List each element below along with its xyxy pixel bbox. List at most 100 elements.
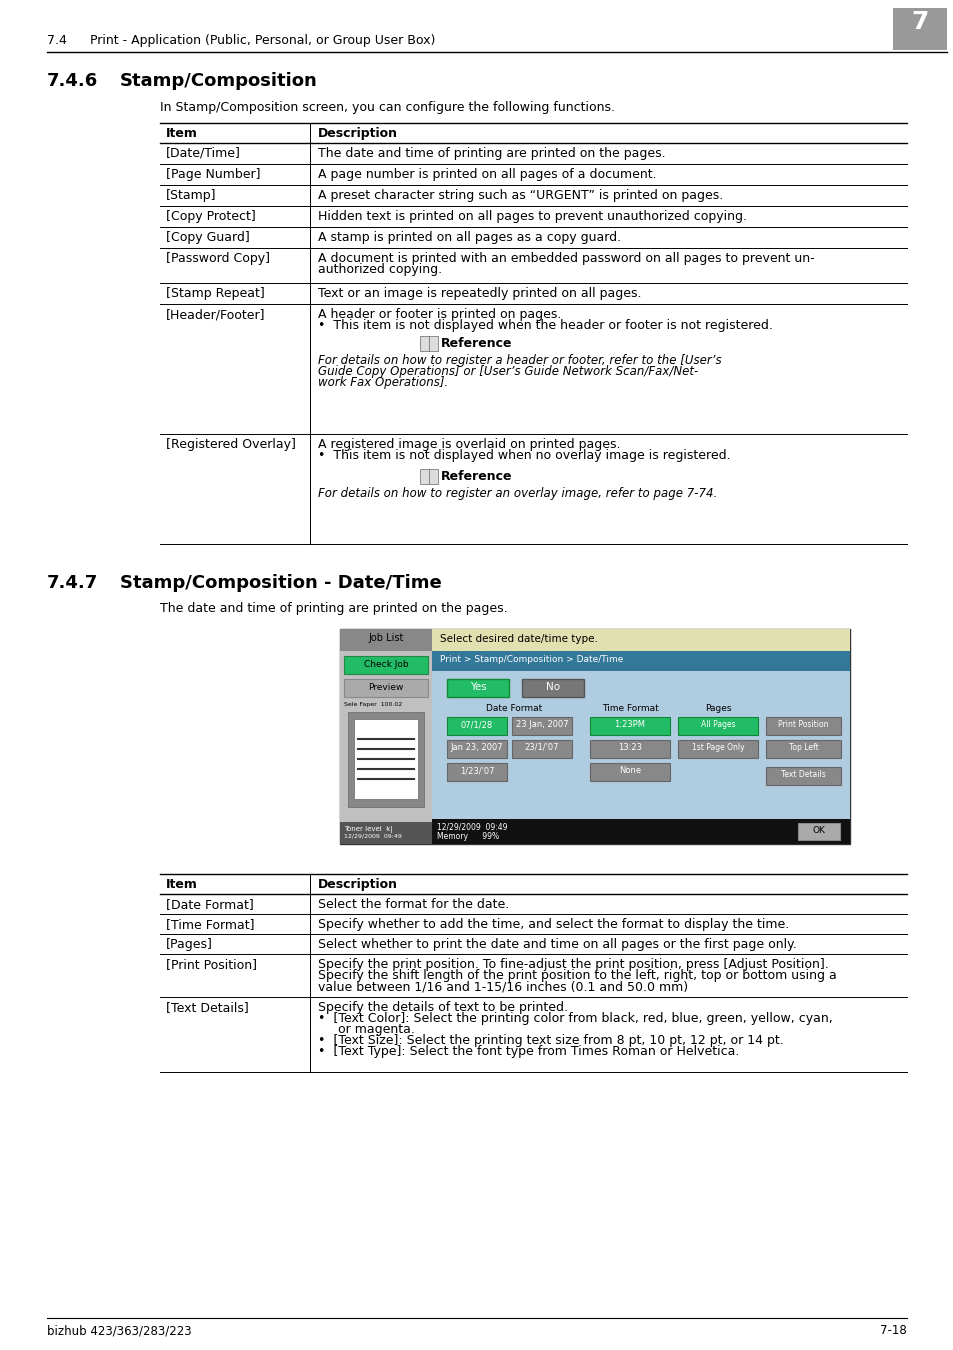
Bar bbox=[348, 711, 423, 807]
Text: 7-18: 7-18 bbox=[880, 1324, 906, 1336]
Text: Pages: Pages bbox=[704, 703, 731, 713]
Bar bbox=[797, 824, 840, 840]
Text: 7: 7 bbox=[910, 9, 927, 34]
Text: 12/29/2009  09:49: 12/29/2009 09:49 bbox=[436, 824, 507, 832]
Bar bbox=[765, 767, 841, 784]
Text: A page number is printed on all pages of a document.: A page number is printed on all pages of… bbox=[317, 167, 656, 181]
Text: bizhub 423/363/283/223: bizhub 423/363/283/223 bbox=[47, 1324, 192, 1336]
Text: Description: Description bbox=[317, 878, 397, 891]
Text: Specify the print position. To fine-adjust the print position, press [Adjust Pos: Specify the print position. To fine-adju… bbox=[317, 958, 828, 971]
Text: [Copy Guard]: [Copy Guard] bbox=[166, 231, 250, 244]
Text: The date and time of printing are printed on the pages.: The date and time of printing are printe… bbox=[317, 147, 665, 161]
Bar bbox=[678, 717, 758, 734]
Text: Specify the shift length of the print position to the left, right, top or bottom: Specify the shift length of the print po… bbox=[317, 969, 836, 981]
Text: For details on how to register an overlay image, refer to page 7-74.: For details on how to register an overla… bbox=[317, 487, 717, 500]
Text: A stamp is printed on all pages as a copy guard.: A stamp is printed on all pages as a cop… bbox=[317, 231, 620, 244]
Text: authorized copying.: authorized copying. bbox=[317, 263, 441, 275]
Bar bbox=[344, 679, 428, 697]
Text: [Print Position]: [Print Position] bbox=[166, 958, 256, 971]
Text: [Password Copy]: [Password Copy] bbox=[166, 252, 270, 265]
Text: •  [Text Type]: Select the font type from Times Roman or Helvetica.: • [Text Type]: Select the font type from… bbox=[317, 1045, 739, 1058]
Text: Stamp/Composition - Date/Time: Stamp/Composition - Date/Time bbox=[120, 574, 441, 593]
Text: 7.4.6: 7.4.6 bbox=[47, 72, 98, 90]
Text: •  [Text Size]: Select the printing text size from 8 pt, 10 pt, 12 pt, or 14 pt.: • [Text Size]: Select the printing text … bbox=[317, 1034, 783, 1048]
Text: 1:23PM: 1:23PM bbox=[614, 720, 645, 729]
Text: [Copy Protect]: [Copy Protect] bbox=[166, 211, 255, 223]
Bar bbox=[589, 717, 669, 734]
Text: 23 Jan, 2007: 23 Jan, 2007 bbox=[516, 720, 568, 729]
Text: 07/1/28: 07/1/28 bbox=[460, 720, 493, 729]
Bar bbox=[589, 763, 669, 782]
Text: Reference: Reference bbox=[440, 470, 512, 483]
Text: Guide Copy Operations] or [User’s Guide Network Scan/Fax/Net-: Guide Copy Operations] or [User’s Guide … bbox=[317, 364, 698, 378]
Bar bbox=[432, 819, 849, 844]
Text: 23/1/'07: 23/1/'07 bbox=[524, 743, 558, 752]
Bar bbox=[432, 671, 849, 819]
Text: •  This item is not displayed when the header or footer is not registered.: • This item is not displayed when the he… bbox=[317, 319, 772, 332]
Text: Description: Description bbox=[317, 127, 397, 140]
Text: The date and time of printing are printed on the pages.: The date and time of printing are printe… bbox=[160, 602, 507, 616]
Text: Specify the details of text to be printed.: Specify the details of text to be printe… bbox=[317, 1000, 567, 1014]
Text: Reference: Reference bbox=[440, 338, 512, 350]
Text: A header or footer is printed on pages.: A header or footer is printed on pages. bbox=[317, 308, 560, 321]
Text: 1st Page Only: 1st Page Only bbox=[691, 743, 743, 752]
Text: OK: OK bbox=[812, 826, 824, 836]
Text: 7.4.7: 7.4.7 bbox=[47, 574, 98, 593]
Text: Check Job: Check Job bbox=[363, 660, 408, 670]
Text: A registered image is overlaid on printed pages.: A registered image is overlaid on printe… bbox=[317, 437, 619, 451]
Text: [Stamp]: [Stamp] bbox=[166, 189, 216, 202]
Text: [Time Format]: [Time Format] bbox=[166, 918, 254, 932]
Bar bbox=[521, 679, 583, 697]
Text: All Pages: All Pages bbox=[700, 720, 735, 729]
Text: Time Format: Time Format bbox=[601, 703, 658, 713]
Text: Preview: Preview bbox=[368, 683, 403, 693]
Bar bbox=[447, 740, 506, 757]
Text: Yes: Yes bbox=[469, 682, 486, 693]
Text: 1/23/'07: 1/23/'07 bbox=[459, 765, 494, 775]
Bar bbox=[512, 717, 572, 734]
Text: Toner level  k|: Toner level k| bbox=[344, 826, 393, 833]
Text: [Page Number]: [Page Number] bbox=[166, 167, 260, 181]
Text: Jan 23, 2007: Jan 23, 2007 bbox=[450, 743, 503, 752]
Text: •  This item is not displayed when no overlay image is registered.: • This item is not displayed when no ove… bbox=[317, 450, 730, 462]
Text: value between 1/16 and 1-15/16 inches (0.1 and 50.0 mm): value between 1/16 and 1-15/16 inches (0… bbox=[317, 980, 687, 994]
Text: Specify whether to add the time, and select the format to display the time.: Specify whether to add the time, and sel… bbox=[317, 918, 788, 932]
Bar bbox=[344, 656, 428, 674]
Bar bbox=[447, 717, 506, 734]
Bar bbox=[419, 468, 437, 485]
Text: Text Details: Text Details bbox=[781, 769, 825, 779]
Bar bbox=[447, 679, 509, 697]
Bar bbox=[419, 336, 437, 351]
Bar bbox=[339, 629, 432, 844]
Text: Sele Faper  100.02: Sele Faper 100.02 bbox=[344, 702, 402, 707]
Bar bbox=[765, 717, 841, 734]
Text: In Stamp/Composition screen, you can configure the following functions.: In Stamp/Composition screen, you can con… bbox=[160, 101, 615, 113]
Text: [Stamp Repeat]: [Stamp Repeat] bbox=[166, 288, 265, 300]
Bar bbox=[589, 740, 669, 757]
Text: [Pages]: [Pages] bbox=[166, 938, 213, 950]
Text: Print > Stamp/Composition > Date/Time: Print > Stamp/Composition > Date/Time bbox=[439, 655, 622, 664]
Text: 13:23: 13:23 bbox=[618, 743, 641, 752]
Bar bbox=[339, 629, 849, 844]
Text: [Text Details]: [Text Details] bbox=[166, 1000, 249, 1014]
Bar bbox=[892, 8, 946, 50]
Text: Select whether to print the date and time on all pages or the first page only.: Select whether to print the date and tim… bbox=[317, 938, 796, 950]
Text: 7.4: 7.4 bbox=[47, 34, 67, 47]
Text: No: No bbox=[545, 682, 559, 693]
Text: 12/29/2009  09:49: 12/29/2009 09:49 bbox=[344, 833, 401, 838]
Bar bbox=[432, 651, 849, 671]
Text: For details on how to register a header or footer, refer to the [User’s: For details on how to register a header … bbox=[317, 354, 720, 367]
Text: Item: Item bbox=[166, 127, 197, 140]
Text: Print Position: Print Position bbox=[778, 720, 828, 729]
Text: A document is printed with an embedded password on all pages to prevent un-: A document is printed with an embedded p… bbox=[317, 252, 814, 265]
Text: work Fax Operations].: work Fax Operations]. bbox=[317, 377, 448, 389]
Text: A preset character string such as “URGENT” is printed on pages.: A preset character string such as “URGEN… bbox=[317, 189, 722, 202]
Text: •  [Text Color]: Select the printing color from black, red, blue, green, yellow,: • [Text Color]: Select the printing colo… bbox=[317, 1012, 832, 1025]
Bar bbox=[339, 822, 432, 844]
Text: Job List: Job List bbox=[368, 633, 403, 643]
Bar bbox=[354, 720, 417, 799]
Text: [Date Format]: [Date Format] bbox=[166, 898, 253, 911]
Text: Hidden text is printed on all pages to prevent unauthorized copying.: Hidden text is printed on all pages to p… bbox=[317, 211, 746, 223]
Bar bbox=[512, 740, 572, 757]
Bar bbox=[447, 763, 506, 782]
